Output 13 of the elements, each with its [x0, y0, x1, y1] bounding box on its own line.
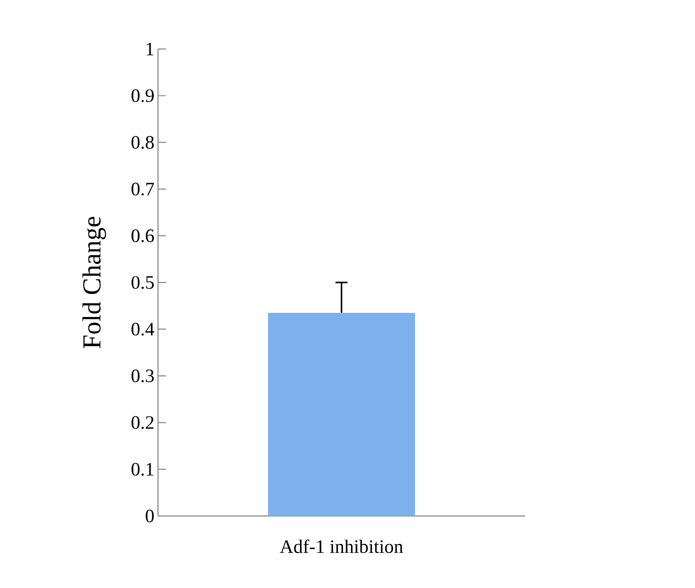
y-tick-label: 0.8 — [132, 136, 154, 149]
y-tick-label: 0.9 — [132, 89, 154, 102]
y-tick-label: 0.2 — [132, 416, 154, 430]
y-tick-label: 1 — [146, 42, 154, 56]
y-axis-title: Fold Change — [82, 216, 106, 348]
y-tick-label: 0.5 — [132, 276, 154, 289]
y-tick-label: 0.7 — [132, 182, 154, 196]
y-tick-label: 0.4 — [132, 322, 154, 336]
y-tick-label: 0 — [146, 510, 154, 522]
x-tick-label: Adf-1 inhibition — [280, 540, 403, 554]
y-tick-label: 0.6 — [132, 229, 154, 242]
y-tick-label: 0.3 — [132, 369, 154, 382]
y-tick-label: 0.1 — [132, 462, 154, 476]
